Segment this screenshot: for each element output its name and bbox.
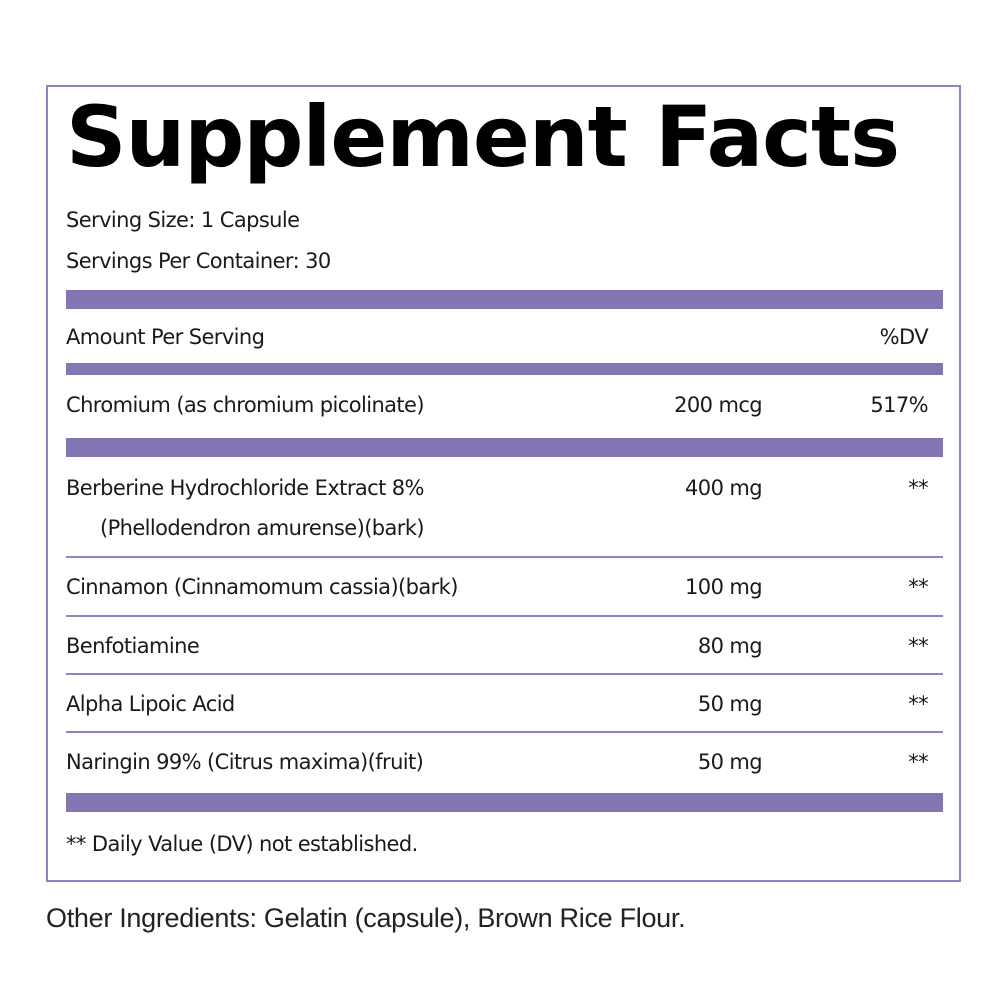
ingredient-amount: 50 mg <box>697 750 763 774</box>
row-divider <box>66 556 943 558</box>
servings-per-container: Servings Per Container: 30 <box>66 249 331 273</box>
ingredient-name: Berberine Hydrochloride Extract 8% <box>66 476 424 500</box>
ingredient-amount: 100 mg <box>685 575 763 599</box>
ingredient-name: Cinnamon (Cinnamomum cassia)(bark) <box>66 575 458 599</box>
ingredient-name: Alpha Lipoic Acid <box>66 692 235 716</box>
ingredient-dv: 517% <box>870 393 928 417</box>
divider-bar <box>66 438 943 457</box>
other-ingredients: Other Ingredients: Gelatin (capsule), Br… <box>46 903 686 933</box>
amount-per-serving-header: Amount Per Serving <box>66 325 265 349</box>
row-divider <box>66 673 943 675</box>
ingredient-name: Naringin 99% (Citrus maxima)(fruit) <box>66 750 424 774</box>
ingredient-dv: ** <box>908 476 928 500</box>
ingredient-amount: 50 mg <box>697 692 763 716</box>
supplement-facts-panel <box>46 85 961 882</box>
ingredient-dv: ** <box>908 692 928 716</box>
ingredient-name: Chromium (as chromium picolinate) <box>66 393 425 417</box>
ingredient-dv: ** <box>908 750 928 774</box>
divider-bar <box>66 290 943 309</box>
row-divider <box>66 615 943 617</box>
footnote: ** Daily Value (DV) not established. <box>66 832 418 856</box>
row-divider <box>66 731 943 733</box>
dv-header: %DV <box>879 325 929 349</box>
divider-bar <box>66 363 943 375</box>
panel-title: Supplement Facts <box>66 88 900 186</box>
divider-bar <box>66 793 943 812</box>
ingredient-dv: ** <box>908 634 928 658</box>
ingredient-amount: 200 mcg <box>674 393 762 417</box>
ingredient-amount: 400 mg <box>685 476 763 500</box>
ingredient-dv: ** <box>908 575 928 599</box>
ingredient-amount: 80 mg <box>697 634 763 658</box>
serving-size: Serving Size: 1 Capsule <box>66 208 300 232</box>
ingredient-source: (Phellodendron amurense)(bark) <box>100 516 425 540</box>
ingredient-name: Benfotiamine <box>66 634 200 658</box>
